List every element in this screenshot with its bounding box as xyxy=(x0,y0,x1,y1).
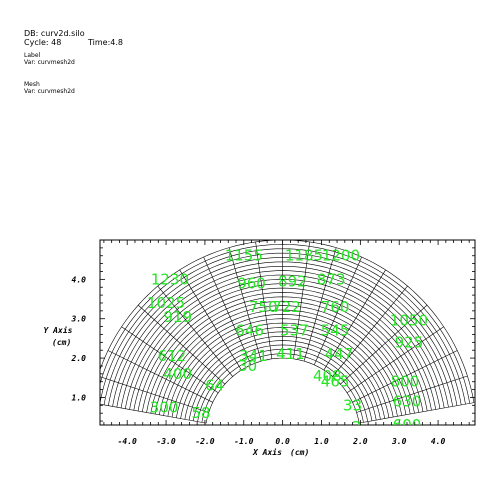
y-tick-label: 4.0 xyxy=(72,275,87,284)
y-tick-label: 1.0 xyxy=(72,393,87,402)
node-label: 1200 xyxy=(322,247,360,265)
node-label: 800 xyxy=(391,373,420,391)
node-label: 1155 xyxy=(225,247,263,265)
node-label: 1230 xyxy=(151,270,189,288)
x-tick-label: -4.0 xyxy=(118,437,137,446)
x-tick-label: 4.0 xyxy=(431,437,446,446)
node-label: 408 xyxy=(313,367,342,385)
mesh-spoke xyxy=(293,241,310,359)
mesh-spoke xyxy=(255,241,273,359)
node-label: 30 xyxy=(238,357,257,375)
node-label: 646 xyxy=(235,322,264,340)
mesh-spoke xyxy=(346,326,444,394)
mesh-spoke xyxy=(352,350,458,403)
node-label: 722 xyxy=(272,298,301,316)
node-label: 750 xyxy=(249,298,278,316)
x-tick-label: -3.0 xyxy=(156,437,175,446)
x-tick-label: 0.0 xyxy=(275,437,290,446)
node-label: 400 xyxy=(163,365,192,383)
node-label: 760 xyxy=(321,298,350,316)
node-label: 925 xyxy=(395,333,424,351)
x-axis-units: (cm) xyxy=(290,448,309,457)
mesh-spoke xyxy=(138,304,226,385)
mesh-spoke xyxy=(157,285,233,377)
database-name: DB: curv2d.silo xyxy=(24,29,85,38)
node-label: 630 xyxy=(393,392,422,410)
mesh-plot-variable: Var: curvmesh2d xyxy=(24,88,75,95)
label-plot-type: Label xyxy=(24,52,41,59)
mesh-spoke xyxy=(100,403,207,424)
node-label: 612 xyxy=(158,347,187,365)
node-label: 465 xyxy=(321,373,350,391)
node-label: 919 xyxy=(163,308,192,326)
mesh-spoke xyxy=(356,375,468,413)
x-axis-title: X Axis xyxy=(252,447,282,457)
node-label: 64 xyxy=(205,377,224,395)
mesh-spoke xyxy=(359,402,475,424)
node-label: 960 xyxy=(237,274,266,292)
node-label: 892 xyxy=(278,272,307,290)
label-plot-variable: Var: curvmesh2d xyxy=(24,59,75,66)
y-axis-units: (cm) xyxy=(52,338,71,347)
time-label: Time:4.8 xyxy=(88,38,123,47)
node-label: 1025 xyxy=(147,294,185,312)
node-label: 33 xyxy=(343,396,362,414)
y-axis-title: Y Axis xyxy=(44,325,73,335)
x-tick-label: 1.0 xyxy=(314,437,329,446)
node-label: 1050 xyxy=(390,312,428,330)
x-tick-label: -2.0 xyxy=(195,437,214,446)
mesh-ring xyxy=(100,240,475,403)
mesh-spoke xyxy=(100,376,209,413)
node-label: 537 xyxy=(280,322,309,340)
mesh-spoke xyxy=(332,285,408,377)
x-tick-label: -1.0 xyxy=(234,437,253,446)
mesh-spoke xyxy=(203,256,252,366)
node-label: 447 xyxy=(325,345,354,363)
node-label: 1185 xyxy=(285,247,323,265)
y-tick-label: 2.0 xyxy=(71,354,87,363)
x-tick-label: 3.0 xyxy=(391,437,407,446)
mesh-spoke xyxy=(179,269,242,371)
mesh-spoke xyxy=(323,269,386,371)
mesh-spoke xyxy=(313,256,362,366)
mesh-spoke xyxy=(228,247,262,362)
mesh-spoke xyxy=(121,326,219,394)
x-tick-label: 2.0 xyxy=(352,437,368,446)
cycle-label: Cycle: 48 xyxy=(24,38,62,47)
node-label: 2 xyxy=(352,418,362,436)
mesh-spoke xyxy=(303,247,337,362)
node-label: 873 xyxy=(317,270,346,288)
axis-ticks: -4.0 -3.0 -2.0 -1.0 0.0 1.0 2.0 3.0 4.0 1.0 2.0 3.0… xyxy=(71,240,475,446)
y-tick-label: 3.0 xyxy=(71,315,87,324)
mesh-ring xyxy=(205,357,360,424)
node-label: 341 xyxy=(239,347,268,365)
node-label: 600 xyxy=(393,416,422,434)
node-label: 545 xyxy=(321,322,350,340)
mesh-spoke xyxy=(107,350,213,403)
viewport-frame xyxy=(99,239,476,426)
node-label: 300 xyxy=(150,398,179,416)
node-label: 411 xyxy=(276,345,305,363)
mesh-spoke xyxy=(340,304,428,385)
node-label: 58 xyxy=(191,404,210,422)
mesh-plot-type: Mesh xyxy=(24,81,40,88)
